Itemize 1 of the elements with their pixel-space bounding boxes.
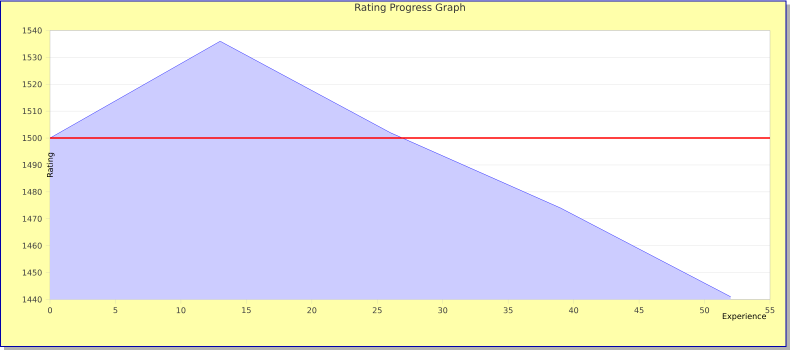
chart-title: Rating Progress Graph xyxy=(355,3,465,13)
